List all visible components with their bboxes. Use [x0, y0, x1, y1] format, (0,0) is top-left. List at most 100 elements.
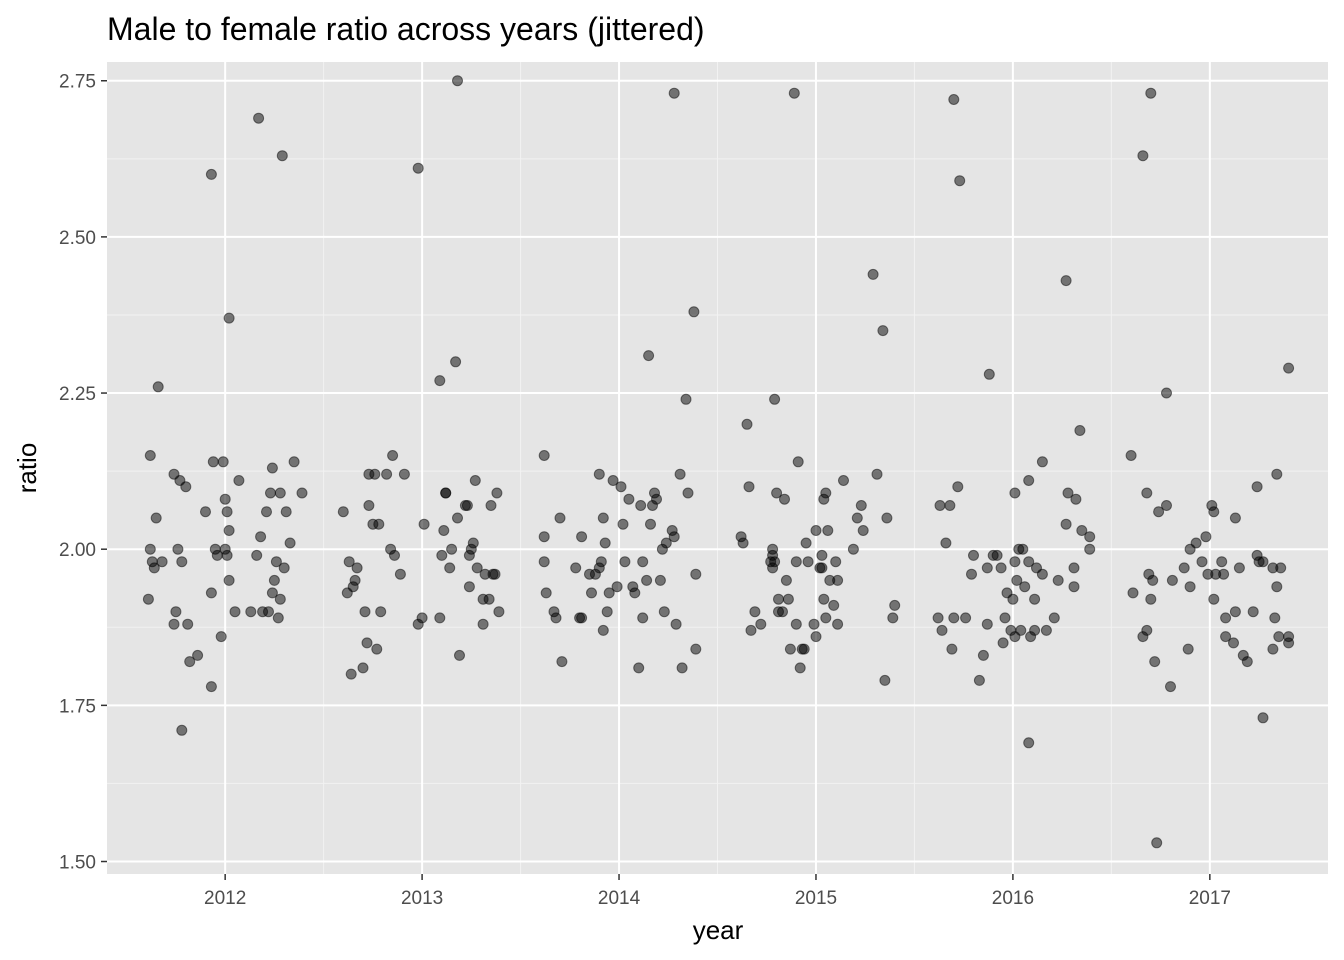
chart-title: Male to female ratio across years (jitte… — [107, 11, 705, 47]
data-point — [1145, 593, 1157, 605]
data-point — [1036, 456, 1048, 468]
data-point — [1251, 481, 1263, 493]
data-point — [152, 381, 164, 393]
data-point — [1023, 475, 1035, 486]
data-point — [215, 631, 227, 643]
y-tick-label: 1.50 — [59, 853, 96, 874]
data-point — [1145, 87, 1157, 99]
data-point — [272, 612, 284, 624]
data-point — [351, 562, 363, 574]
data-point — [1190, 537, 1202, 549]
data-point — [345, 668, 357, 680]
data-point — [1151, 837, 1163, 849]
data-point — [767, 543, 779, 555]
data-point — [1007, 593, 1019, 605]
data-point — [670, 618, 682, 630]
data-point — [1149, 656, 1161, 668]
data-point — [977, 649, 989, 661]
data-point — [570, 562, 582, 574]
data-point — [387, 450, 399, 461]
data-point — [1070, 493, 1082, 505]
data-point — [1200, 531, 1212, 543]
data-point — [1267, 643, 1279, 655]
data-point — [1017, 543, 1029, 555]
data-point — [658, 606, 670, 618]
data-point — [452, 512, 463, 524]
data-point — [1184, 581, 1196, 593]
data-point — [1161, 387, 1172, 399]
x-tick-label: 2012 — [204, 888, 246, 909]
data-point — [1029, 624, 1041, 636]
data-point — [467, 537, 479, 549]
data-point — [229, 606, 241, 618]
data-point — [607, 475, 619, 486]
data-point — [1023, 556, 1035, 568]
data-point — [595, 556, 607, 568]
y-tick-label: 2.50 — [59, 228, 96, 249]
data-point — [782, 593, 794, 605]
data-point — [593, 468, 605, 480]
data-point — [477, 618, 489, 630]
data-point — [361, 637, 373, 649]
data-point — [637, 612, 649, 624]
data-point — [676, 662, 688, 674]
data-point — [1228, 637, 1239, 649]
data-point — [1275, 562, 1287, 574]
data-point — [771, 487, 783, 499]
data-point — [434, 375, 446, 387]
data-point — [1048, 612, 1060, 624]
data-point — [816, 549, 828, 561]
x-axis: 2012 2013 2014 2015 2016 2017 — [204, 874, 1231, 909]
data-point — [1161, 500, 1172, 511]
data-point — [142, 593, 154, 605]
data-point — [619, 556, 631, 568]
data-point — [936, 624, 948, 636]
data-point — [1084, 531, 1096, 543]
data-point — [221, 506, 233, 518]
data-point — [349, 574, 361, 586]
data-point — [737, 537, 749, 549]
data-point — [223, 525, 235, 536]
data-point — [810, 631, 822, 643]
data-point — [769, 393, 781, 405]
data-point — [276, 150, 288, 162]
data-point — [1009, 556, 1021, 568]
data-point — [690, 643, 702, 655]
data-point — [438, 525, 450, 536]
data-point — [741, 418, 753, 430]
data-point — [645, 518, 656, 530]
data-point — [471, 562, 483, 574]
data-point — [219, 493, 231, 505]
data-point — [1023, 737, 1035, 749]
data-point — [997, 637, 1009, 649]
data-point — [934, 500, 946, 511]
data-point — [554, 512, 566, 524]
data-point — [412, 162, 424, 174]
data-point — [182, 618, 194, 630]
data-point — [265, 487, 276, 499]
data-point — [538, 450, 550, 461]
data-point — [1153, 506, 1165, 518]
data-point — [394, 568, 406, 580]
data-point — [818, 593, 830, 605]
data-point — [576, 612, 588, 624]
data-point — [1127, 587, 1139, 599]
data-point — [263, 606, 274, 618]
data-point — [493, 606, 505, 618]
data-point — [434, 612, 446, 624]
data-point — [991, 549, 1003, 561]
data-point — [601, 606, 613, 618]
data-point — [603, 587, 615, 599]
data-point — [485, 500, 497, 511]
data-point — [940, 537, 952, 549]
data-point — [373, 518, 385, 530]
data-point — [966, 568, 977, 580]
y-tick-label: 2.25 — [59, 384, 96, 405]
data-point — [245, 606, 257, 618]
data-point — [556, 656, 568, 668]
data-point — [284, 537, 296, 549]
data-point — [233, 475, 245, 486]
data-point — [461, 500, 473, 511]
data-point — [641, 574, 653, 586]
data-point — [1084, 543, 1096, 555]
